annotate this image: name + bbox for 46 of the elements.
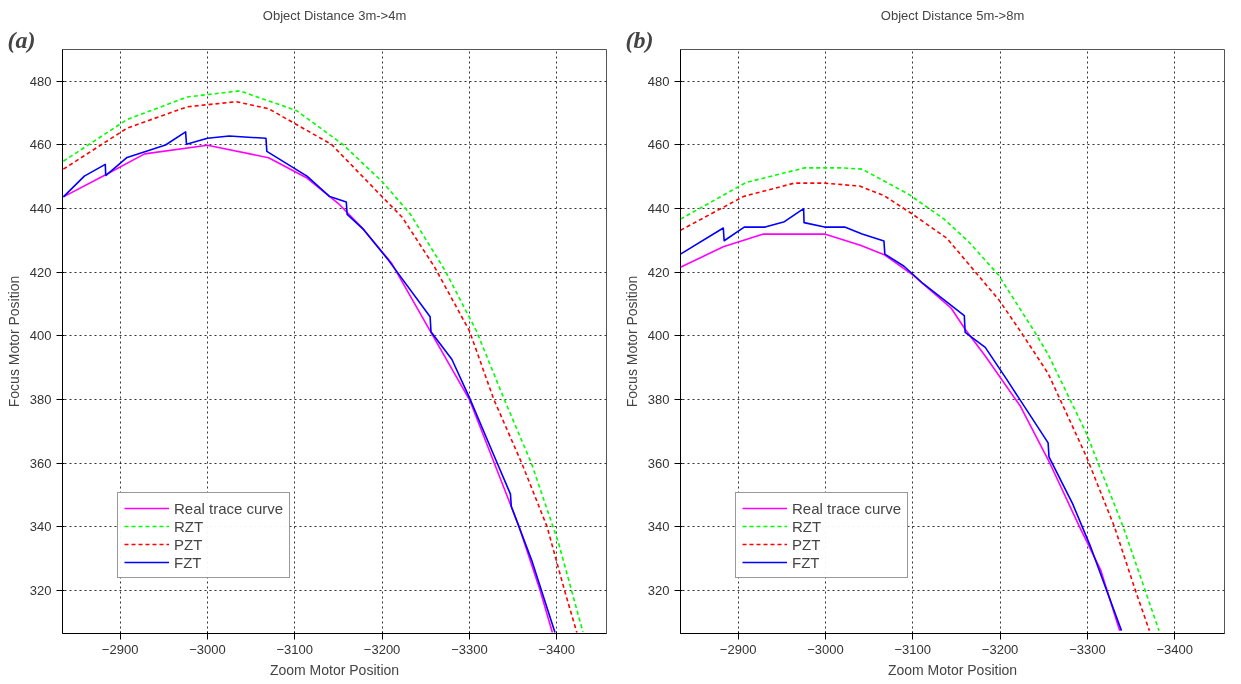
x-axis-title: Zoom Motor Position: [269, 661, 400, 678]
y-tick-label: 420: [647, 264, 670, 280]
y-tick-label: 360: [29, 455, 52, 471]
x-tick-label: −3000: [807, 641, 844, 657]
x-tick-label: −3400: [1156, 641, 1193, 657]
x-tick-label: −3300: [451, 641, 488, 657]
x-tick-label: −2900: [101, 641, 139, 657]
y-tick-label: 360: [647, 455, 670, 471]
chart-title: Object Distance 3m->4m: [262, 7, 407, 23]
x-tick-label: −3100: [276, 641, 314, 657]
x-tick-label: −2900: [719, 641, 757, 657]
text: (b): [625, 26, 654, 53]
y-tick-label: 400: [647, 328, 670, 344]
x-tick-label: −3100: [894, 641, 932, 657]
legend-label: FZT: [792, 553, 820, 571]
y-tick-label: 320: [647, 583, 670, 599]
y-tick-label: 460: [29, 137, 52, 153]
x-axis-title: Zoom Motor Position: [887, 661, 1018, 678]
y-axis-title: Focus Motor Position: [623, 275, 640, 408]
y-tick-label: 480: [647, 73, 670, 89]
y-tick-label: 460: [647, 137, 670, 153]
legend-label: PZT: [792, 535, 821, 553]
y-tick-label: 340: [647, 519, 670, 535]
y-axis-title: Focus Motor Position: [5, 275, 22, 408]
legend-label: Real trace curve: [174, 499, 284, 517]
legend-label: PZT: [174, 535, 203, 553]
x-tick-label: −3400: [538, 641, 575, 657]
y-tick-label: 340: [29, 519, 52, 535]
x-tick-label: −3300: [1069, 641, 1106, 657]
y-tick-label: 380: [29, 392, 52, 408]
y-tick-label: 380: [647, 392, 670, 408]
x-tick-label: −3000: [189, 641, 226, 657]
y-tick-label: 440: [29, 201, 52, 217]
legend-label: Real trace curve: [792, 499, 902, 517]
text: (a): [7, 26, 36, 53]
legend-label: RZT: [792, 517, 822, 535]
y-tick-label: 440: [647, 201, 670, 217]
legend-label: RZT: [174, 517, 204, 535]
legend-label: FZT: [174, 553, 202, 571]
x-tick-label: −3200: [981, 641, 1019, 657]
y-tick-label: 400: [29, 328, 52, 344]
chart-title: Object Distance 5m->8m: [880, 7, 1025, 23]
y-tick-label: 480: [29, 73, 52, 89]
y-tick-label: 420: [29, 264, 52, 280]
y-tick-label: 320: [29, 583, 52, 599]
x-tick-label: −3200: [363, 641, 401, 657]
